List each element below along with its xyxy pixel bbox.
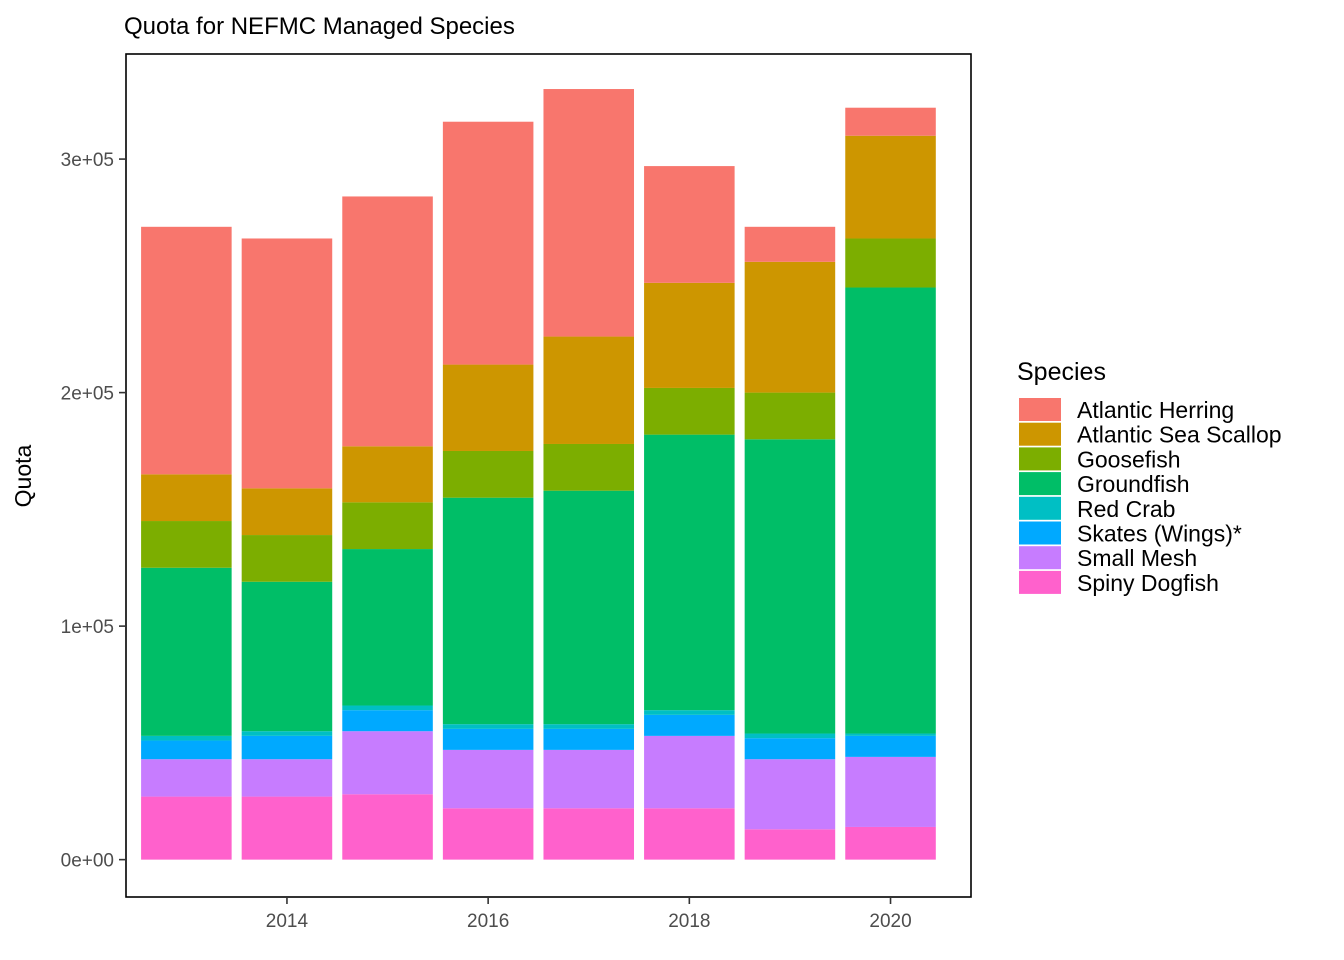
bar-red-crab-2013 (141, 735, 232, 741)
plot-panel-border (125, 53, 972, 898)
legend-key-red-crab (1019, 496, 1061, 520)
bar-small-mesh-2019 (744, 759, 836, 830)
bar-atlantic-sea-scallop-2013 (141, 474, 232, 522)
legend-key-groundfish (1019, 472, 1061, 496)
bar-spiny-dogfish-2018 (644, 808, 735, 860)
x-axis: 2014 2016 2018 2020 (266, 897, 912, 932)
legend-title: Species (1017, 358, 1106, 386)
y-tick-label: 1e+05 (61, 617, 114, 638)
bar-atlantic-sea-scallop-2020 (845, 135, 936, 239)
bar-red-crab-2019 (744, 733, 836, 739)
x-tick-label: 2018 (668, 911, 710, 932)
bar-goosefish-2015 (342, 502, 433, 550)
legend-key-goosefish (1019, 447, 1061, 471)
legend-label-small-mesh: Small Mesh (1077, 545, 1197, 571)
bar-atlantic-sea-scallop-2018 (644, 282, 735, 388)
bar-small-mesh-2014 (241, 759, 333, 797)
bar-groundfish-2013 (141, 567, 232, 736)
legend-key-atlantic-herring (1019, 398, 1061, 421)
bar-red-crab-2015 (342, 705, 433, 711)
legend-label-goosefish: Goosefish (1077, 446, 1181, 472)
y-tick-label: 0e+00 (61, 851, 114, 872)
bar-skates-wings-2013 (141, 740, 232, 760)
bar-red-crab-2018 (644, 710, 735, 715)
bar-groundfish-2015 (342, 549, 433, 706)
bar-spiny-dogfish-2017 (543, 808, 635, 860)
bar-atlantic-herring-2013 (141, 226, 232, 475)
bar-atlantic-sea-scallop-2014 (241, 488, 333, 536)
bar-goosefish-2017 (543, 443, 635, 491)
bar-layer (141, 89, 936, 860)
legend-label-red-crab: Red Crab (1077, 496, 1175, 522)
bar-spiny-dogfish-2013 (141, 796, 232, 860)
bar-atlantic-sea-scallop-2015 (342, 446, 433, 503)
legend-label-groundfish: Groundfish (1077, 471, 1190, 497)
bar-groundfish-2019 (744, 439, 836, 734)
bar-atlantic-herring-2014 (241, 238, 333, 489)
y-tick-label: 2e+05 (61, 384, 114, 405)
bar-small-mesh-2013 (141, 759, 232, 797)
bar-small-mesh-2017 (543, 749, 635, 809)
bar-red-crab-2016 (442, 724, 534, 729)
bar-skates-wings-2017 (543, 728, 635, 750)
bar-goosefish-2018 (644, 387, 735, 435)
bar-atlantic-herring-2018 (644, 166, 735, 283)
y-axis-label: Quota (10, 444, 36, 507)
bar-goosefish-2016 (442, 450, 534, 498)
legend-label-skates-wings: Skates (Wings)* (1077, 521, 1242, 547)
legend-label-atlantic-sea-scallop: Atlantic Sea Scallop (1077, 422, 1282, 448)
bar-skates-wings-2019 (744, 738, 836, 760)
bar-red-crab-2017 (543, 724, 635, 729)
bar-skates-wings-2018 (644, 714, 735, 736)
bar-red-crab-2014 (241, 731, 333, 736)
bar-atlantic-sea-scallop-2019 (744, 261, 836, 393)
bar-atlantic-herring-2019 (744, 226, 836, 262)
bar-goosefish-2014 (241, 535, 333, 582)
bar-atlantic-herring-2015 (342, 196, 433, 447)
x-tick-label: 2016 (467, 911, 509, 932)
chart-title: Quota for NEFMC Managed Species (124, 13, 515, 40)
bar-spiny-dogfish-2015 (342, 794, 433, 860)
bar-spiny-dogfish-2019 (744, 829, 836, 860)
bar-atlantic-herring-2017 (543, 89, 635, 337)
bar-groundfish-2014 (241, 581, 333, 732)
x-tick-label: 2014 (266, 911, 309, 932)
bar-small-mesh-2015 (342, 731, 433, 795)
bar-spiny-dogfish-2016 (442, 808, 534, 860)
bar-spiny-dogfish-2020 (845, 826, 936, 860)
y-axis: 0e+00 1e+05 2e+05 3e+05 (61, 150, 126, 872)
bar-atlantic-herring-2020 (845, 107, 936, 136)
y-tick-label: 3e+05 (61, 150, 114, 171)
bar-atlantic-sea-scallop-2017 (543, 336, 635, 444)
bar-red-crab-2020 (845, 733, 936, 736)
bar-small-mesh-2020 (845, 756, 936, 827)
bar-groundfish-2018 (644, 434, 735, 711)
bar-spiny-dogfish-2014 (241, 796, 333, 860)
bar-goosefish-2019 (744, 392, 836, 440)
bar-groundfish-2020 (845, 287, 936, 734)
legend-label-atlantic-herring: Atlantic Herring (1077, 397, 1234, 423)
legend-key-small-mesh (1019, 546, 1061, 570)
x-tick-label: 2020 (869, 911, 911, 932)
bar-skates-wings-2020 (845, 735, 936, 757)
legend-key-skates-wings (1019, 521, 1061, 545)
bar-skates-wings-2016 (442, 728, 534, 750)
bar-skates-wings-2015 (342, 710, 433, 732)
bar-goosefish-2013 (141, 521, 232, 568)
bar-small-mesh-2018 (644, 735, 735, 809)
legend-label-spiny-dogfish: Spiny Dogfish (1077, 570, 1219, 596)
bar-skates-wings-2014 (241, 735, 333, 760)
bar-atlantic-sea-scallop-2016 (442, 364, 534, 451)
bar-small-mesh-2016 (442, 749, 534, 809)
bar-groundfish-2017 (543, 490, 635, 725)
legend-key-spiny-dogfish (1019, 570, 1061, 594)
bar-atlantic-herring-2016 (442, 121, 534, 365)
legend-key-atlantic-sea-scallop (1019, 422, 1061, 446)
bar-groundfish-2016 (442, 497, 534, 725)
bar-goosefish-2020 (845, 238, 936, 288)
